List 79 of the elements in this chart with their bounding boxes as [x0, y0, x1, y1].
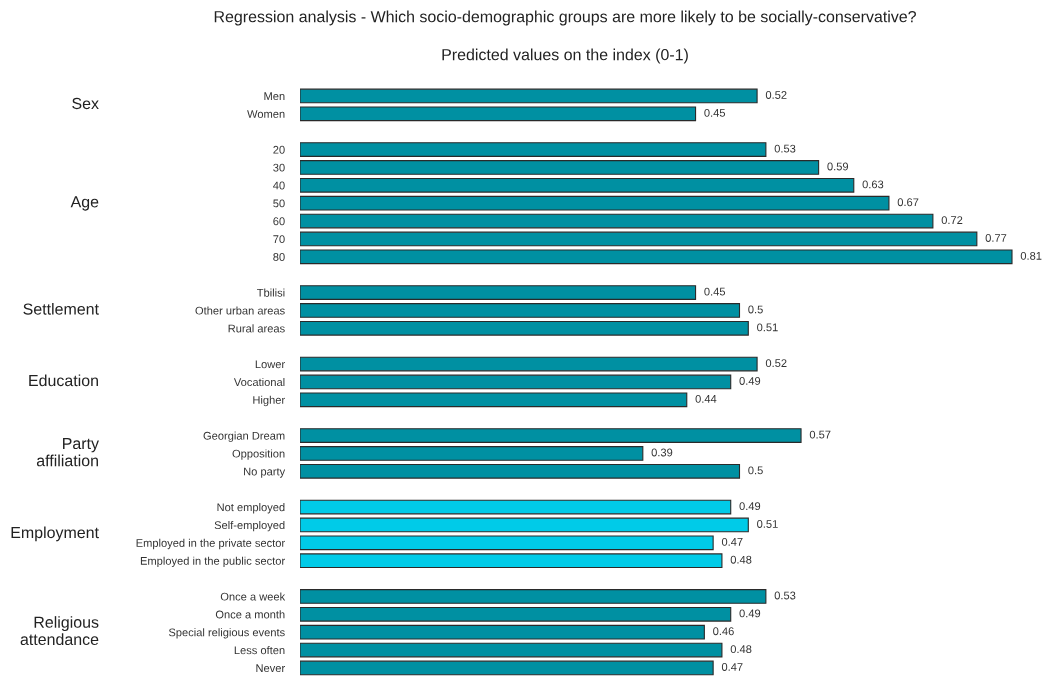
y-tick-label: Employed in the private sector [136, 538, 285, 550]
data-label: 0.45 [704, 108, 726, 117]
data-label: 0.72 [941, 216, 963, 225]
y-tick-label: Other urban areas [195, 306, 285, 315]
y-axis-title: Age [70, 196, 99, 211]
data-label: 0.39 [651, 448, 673, 457]
y-tick-label: Higher [253, 395, 285, 407]
data-label: 0.44 [695, 394, 717, 403]
y-tick-label: 50 [273, 199, 285, 208]
y-tick-label: Special religious events [168, 628, 285, 639]
y-tick-label: 60 [273, 217, 285, 226]
y-axis-title: Education [29, 374, 98, 387]
y-axis-title: Sex [72, 97, 99, 110]
data-label: 0.49 [739, 502, 761, 511]
bar [300, 535, 714, 551]
data-label: 0.53 [774, 144, 796, 153]
data-label: 0.51 [757, 323, 778, 332]
y-axis-title: Settlement [23, 302, 99, 315]
y-tick-label: Tbilisi [256, 288, 285, 297]
bar [300, 606, 732, 622]
data-label: 0.57 [809, 430, 831, 439]
bar [300, 642, 723, 658]
bar [300, 589, 767, 604]
bar [300, 195, 890, 211]
data-label: 0.47 [721, 537, 743, 546]
y-tick-label: Women [247, 110, 285, 118]
chart-title: Regression analysis - Which socio-demographic groups are more likely to be socially-conservative? [214, 10, 916, 26]
data-label: 0.51 [757, 520, 778, 528]
y-tick-label: Vocational [233, 377, 285, 387]
data-label: 0.52 [765, 91, 787, 99]
bar [300, 249, 1013, 265]
y-tick-label: Men [264, 92, 285, 101]
y-tick-label: Opposition [232, 449, 285, 460]
data-label: 0.45 [704, 287, 726, 296]
y-tick-label: 40 [273, 181, 285, 190]
y-tick-label: Once a month [215, 610, 285, 619]
y-axis-title: Party affiliation [36, 437, 99, 467]
data-label: 0.5 [748, 305, 763, 314]
bar [300, 231, 978, 247]
y-tick-label: 80 [273, 253, 285, 261]
data-label: 0.63 [862, 180, 884, 189]
y-tick-label: No party [244, 467, 286, 478]
data-label: 0.48 [730, 555, 752, 564]
data-label: 0.49 [739, 377, 761, 385]
data-label: 0.49 [739, 609, 761, 618]
bar [300, 160, 820, 175]
bar [300, 142, 767, 157]
y-tick-label: Once a week [220, 592, 286, 601]
bar [300, 517, 749, 533]
data-label: 0.59 [827, 162, 849, 171]
y-tick-label: Georgian Dream [203, 431, 285, 442]
bar [300, 177, 855, 193]
data-label: 0.52 [765, 359, 787, 368]
y-tick-label: Less often [234, 646, 285, 655]
chart-subtitle: Predicted values on the index (0-1) [442, 48, 688, 64]
data-label: 0.46 [713, 627, 734, 636]
y-tick-label: 20 [273, 145, 285, 154]
data-label: 0.5 [748, 466, 763, 475]
y-tick-label: Self-employed [214, 520, 285, 532]
y-axis-title: Religious attendance [20, 616, 99, 646]
y-tick-label: Employed in the public sector [140, 556, 285, 568]
bar [300, 499, 732, 515]
y-tick-label: Rural areas [228, 324, 285, 333]
data-label: 0.48 [730, 645, 752, 654]
y-axis-title: Employment [11, 526, 99, 542]
bar [300, 553, 723, 569]
data-label: 0.47 [721, 663, 743, 671]
bar [300, 660, 714, 676]
y-tick-label: Lower [255, 360, 285, 369]
data-label: 0.67 [897, 198, 919, 207]
y-tick-label: 70 [273, 235, 285, 244]
y-tick-label: Not employed [217, 503, 285, 514]
bar [300, 624, 705, 640]
data-label: 0.53 [774, 591, 796, 600]
data-label: 0.81 [1020, 251, 1042, 260]
bar [300, 213, 934, 229]
y-tick-label: 30 [273, 163, 285, 172]
data-label: 0.77 [985, 234, 1007, 242]
y-tick-label: Never [256, 664, 285, 673]
